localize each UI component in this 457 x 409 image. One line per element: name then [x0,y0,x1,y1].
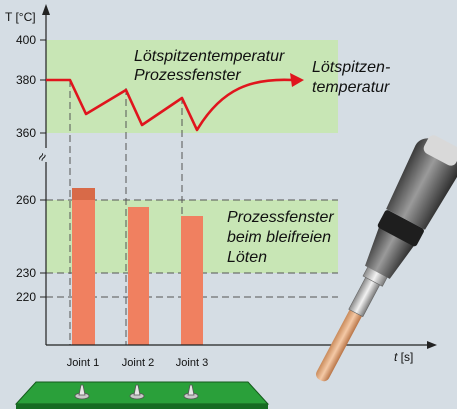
pcb-board [14,381,270,409]
x-axis-variable: t [394,350,398,364]
tip-temperature-curve [46,78,294,132]
joint-label-3: Joint 3 [176,357,208,369]
iron-grip-band [377,210,424,247]
x-axis-unit: [s] [397,350,413,364]
tick-label-380: 380 [16,73,36,87]
x-axis-arrow [427,341,437,349]
bar-joint-1 [72,188,95,345]
tick-label-360: 360 [16,126,36,140]
soldering-iron-illustration [316,135,457,382]
tick-label-220: 220 [16,290,36,304]
iron-tip [316,306,363,382]
lower-window-label-line3: Löten [227,249,267,266]
axis-break-gap [40,148,52,162]
solder-joint-3 [183,384,199,400]
upper-window-label-line1: Lötspitzentemperatur [134,48,285,65]
x-axis-label: t [s] [394,350,413,364]
curve-arrowhead [290,73,304,87]
y-axis-arrow [42,4,50,15]
pcb-edge [16,404,268,409]
tick-label-230: 230 [16,266,36,280]
bar-joint-1-top [72,188,95,200]
bar-joint-3 [181,216,203,345]
tip-label-line2: temperatur [312,79,390,96]
solder-joint-2 [129,384,145,400]
pcb-top [14,381,270,405]
tick-label-260: 260 [16,193,36,207]
joint-bars [72,188,203,345]
solder-joint-1 [74,384,90,400]
tip-label-line1: Lötspitzen- [312,59,390,76]
y-ticks [40,39,46,298]
lower-window-label-line2: beim bleifreien [227,229,331,246]
joint-label-1: Joint 1 [67,357,99,369]
joint-label-2: Joint 2 [122,357,154,369]
tick-label-400: 400 [16,33,36,47]
lower-window-label-line1: Prozessfenster [227,209,334,226]
y-axis-label: T [°C] [5,10,36,24]
bar-joint-2 [128,207,149,345]
iron-handle-cap [423,135,457,166]
upper-window-label-line2: Prozessfenster [134,67,241,84]
